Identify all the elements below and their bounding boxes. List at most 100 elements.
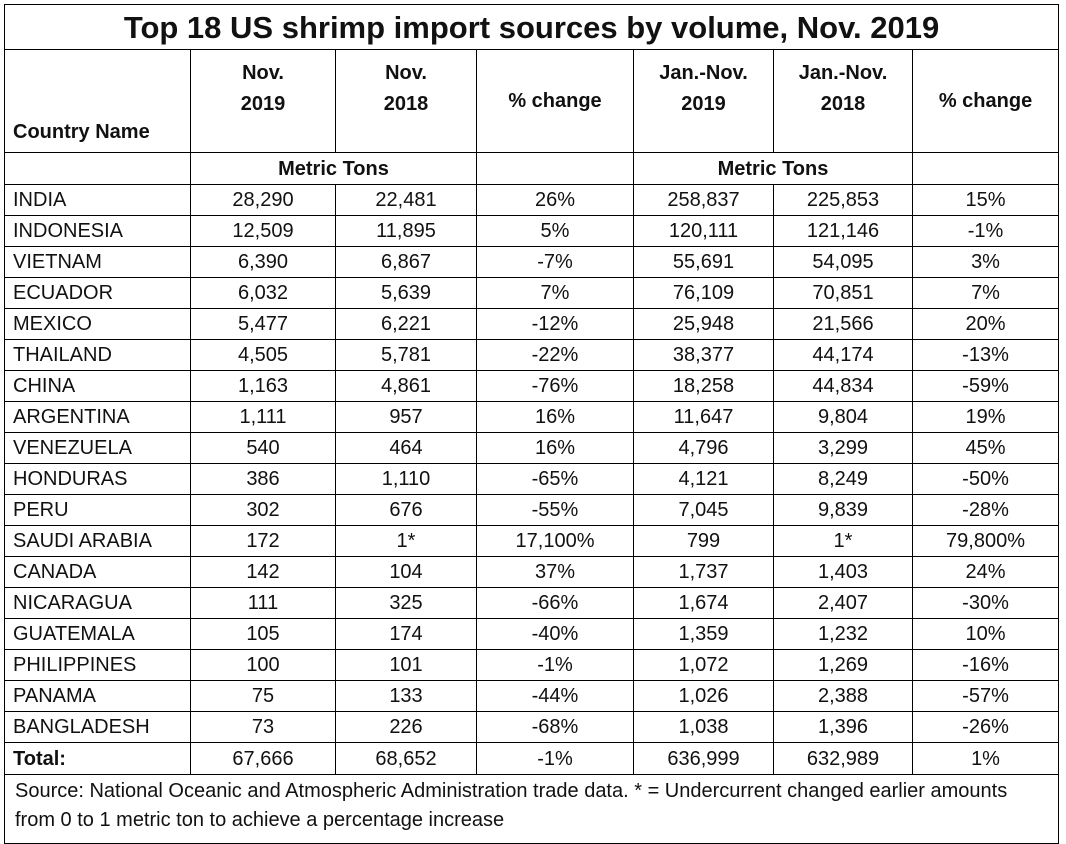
shrimp-imports-table-figure: Top 18 US shrimp import sources by volum… [3,4,1060,844]
cell-jan-nov-2018: 8,249 [773,463,913,495]
cell-pct-change-month: -7% [476,246,634,278]
total-pct-change-month: -1% [476,742,634,775]
total-jan-nov-2018: 632,989 [773,742,913,775]
cell-jan-nov-2018: 2,388 [773,680,913,712]
cell-country: GUATEMALA [4,618,191,650]
cell-nov-2018: 174 [335,618,477,650]
cell-jan-nov-2018: 21,566 [773,308,913,340]
cell-nov-2019: 105 [190,618,336,650]
cell-jan-nov-2019: 1,072 [633,649,774,681]
table-title: Top 18 US shrimp import sources by volum… [3,4,1060,50]
units-blank-cell [4,152,191,185]
cell-pct-change-month: 16% [476,432,634,464]
cell-pct-change-ytd: 10% [911,618,1060,650]
cell-jan-nov-2018: 44,834 [773,370,913,402]
units-blank-cell [476,152,634,185]
cell-nov-2018: 104 [335,556,477,588]
cell-nov-2019: 6,390 [190,246,336,278]
cell-nov-2018: 325 [335,587,477,619]
header-pct-change-month: % change [476,49,634,153]
table-row: HONDURAS 386 1,110 -65% 4,121 8,249 -50% [4,463,1060,495]
cell-pct-change-month: -40% [476,618,634,650]
units-label-ytd: Metric Tons [633,152,913,185]
cell-country: ECUADOR [4,277,191,309]
cell-country: THAILAND [4,339,191,371]
cell-nov-2019: 1,111 [190,401,336,433]
cell-country: NICARAGUA [4,587,191,619]
cell-country: HONDURAS [4,463,191,495]
cell-pct-change-ytd: -13% [911,339,1060,371]
table-row: PANAMA 75 133 -44% 1,026 2,388 -57% [4,680,1060,712]
cell-pct-change-month: -55% [476,494,634,526]
header-jan-nov-2018: Jan.-Nov. 2018 [773,49,913,153]
cell-jan-nov-2018: 54,095 [773,246,913,278]
cell-country: BANGLADESH [4,711,191,743]
cell-pct-change-ytd: -59% [911,370,1060,402]
cell-nov-2018: 226 [335,711,477,743]
cell-jan-nov-2018: 9,804 [773,401,913,433]
total-row: Total: 67,666 68,652 -1% 636,999 632,989 1% [4,742,1060,775]
cell-jan-nov-2019: 38,377 [633,339,774,371]
cell-jan-nov-2018: 121,146 [773,215,913,247]
units-blank-cell [911,152,1060,185]
cell-nov-2018: 6,221 [335,308,477,340]
total-pct-change-ytd: 1% [911,742,1060,775]
units-label-monthly: Metric Tons [190,152,477,185]
cell-nov-2018: 5,639 [335,277,477,309]
cell-jan-nov-2018: 1* [773,525,913,557]
cell-jan-nov-2019: 799 [633,525,774,557]
cell-country: INDONESIA [4,215,191,247]
table-row: INDONESIA 12,509 11,895 5% 120,111 121,146 -1% [4,215,1060,247]
cell-nov-2019: 4,505 [190,339,336,371]
total-nov-2018: 68,652 [335,742,477,775]
cell-jan-nov-2018: 2,407 [773,587,913,619]
table-row: PHILIPPINES 100 101 -1% 1,072 1,269 -16% [4,649,1060,681]
cell-country: SAUDI ARABIA [4,525,191,557]
cell-nov-2019: 1,163 [190,370,336,402]
cell-nov-2018: 11,895 [335,215,477,247]
cell-jan-nov-2019: 7,045 [633,494,774,526]
cell-nov-2018: 101 [335,649,477,681]
cell-nov-2019: 6,032 [190,277,336,309]
cell-nov-2019: 28,290 [190,184,336,216]
cell-jan-nov-2019: 11,647 [633,401,774,433]
cell-pct-change-ytd: -57% [911,680,1060,712]
cell-nov-2019: 111 [190,587,336,619]
table-row: ECUADOR 6,032 5,639 7% 76,109 70,851 7% [4,277,1060,309]
table-row: CANADA 142 104 37% 1,737 1,403 24% [4,556,1060,588]
cell-jan-nov-2019: 120,111 [633,215,774,247]
cell-nov-2018: 957 [335,401,477,433]
cell-pct-change-ytd: -50% [911,463,1060,495]
header-jan-nov-2019: Jan.-Nov. 2019 [633,49,774,153]
cell-jan-nov-2018: 225,853 [773,184,913,216]
cell-nov-2018: 676 [335,494,477,526]
cell-nov-2019: 73 [190,711,336,743]
cell-pct-change-month: -68% [476,711,634,743]
header-country-name: Country Name [4,49,191,153]
cell-pct-change-ytd: -26% [911,711,1060,743]
cell-pct-change-month: -65% [476,463,634,495]
cell-jan-nov-2018: 44,174 [773,339,913,371]
cell-nov-2018: 464 [335,432,477,464]
cell-country: VENEZUELA [4,432,191,464]
table-row: NICARAGUA 111 325 -66% 1,674 2,407 -30% [4,587,1060,619]
cell-country: MEXICO [4,308,191,340]
cell-pct-change-month: 26% [476,184,634,216]
cell-nov-2019: 75 [190,680,336,712]
cell-nov-2019: 5,477 [190,308,336,340]
cell-country: VIETNAM [4,246,191,278]
cell-nov-2019: 172 [190,525,336,557]
total-nov-2019: 67,666 [190,742,336,775]
cell-pct-change-month: 16% [476,401,634,433]
cell-pct-change-ytd: 79,800% [911,525,1060,557]
table-row: SAUDI ARABIA 172 1* 17,100% 799 1* 79,800% [4,525,1060,557]
cell-jan-nov-2019: 258,837 [633,184,774,216]
cell-jan-nov-2018: 1,232 [773,618,913,650]
cell-country: INDIA [4,184,191,216]
table-row: VIETNAM 6,390 6,867 -7% 55,691 54,095 3% [4,246,1060,278]
total-jan-nov-2019: 636,999 [633,742,774,775]
cell-nov-2019: 12,509 [190,215,336,247]
cell-pct-change-ytd: -1% [911,215,1060,247]
column-header-row: Country Name Nov. 2019 Nov. 2018 % change … [4,49,1060,153]
cell-jan-nov-2019: 1,026 [633,680,774,712]
